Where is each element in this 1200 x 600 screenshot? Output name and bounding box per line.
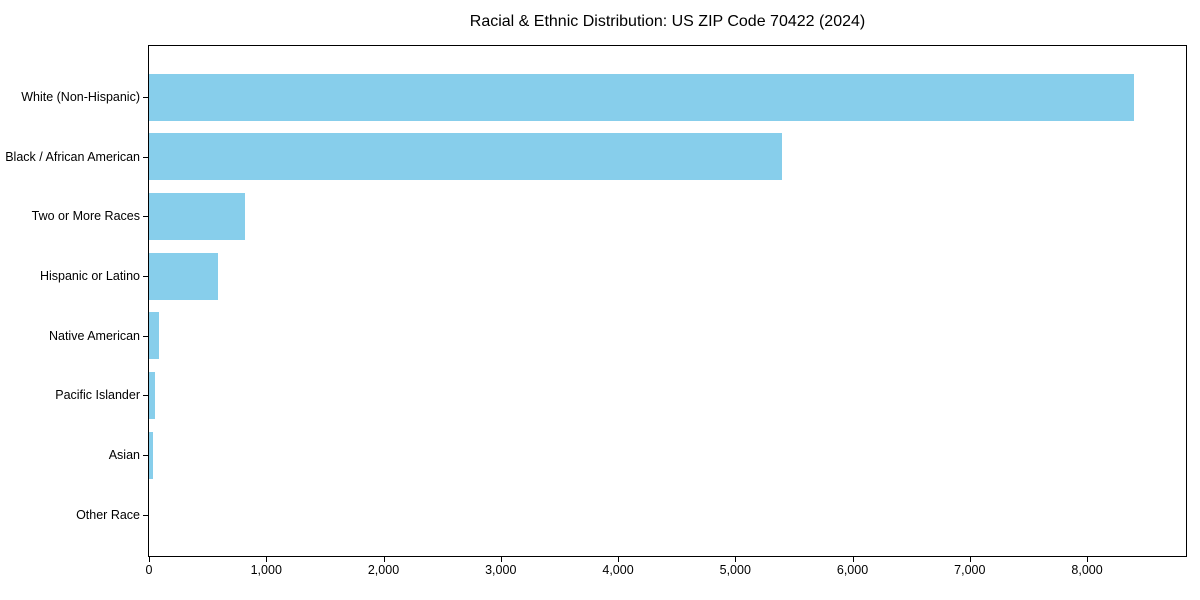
- y-axis-label: Native American: [48, 328, 140, 343]
- x-tick-mark: [969, 557, 971, 562]
- x-tick-mark: [1087, 557, 1089, 562]
- bar: [149, 371, 155, 419]
- x-axis-label: 7,000: [954, 563, 986, 577]
- bar: [149, 312, 159, 360]
- x-axis-label: 1,000: [250, 563, 282, 577]
- chart-title: Racial & Ethnic Distribution: US ZIP Cod…: [469, 13, 866, 30]
- bar: [149, 431, 153, 479]
- x-axis-label: 3,000: [485, 563, 517, 577]
- bar: [149, 192, 245, 240]
- y-tick-mark: [143, 335, 148, 337]
- x-tick-mark: [500, 557, 502, 562]
- y-tick-mark: [143, 276, 148, 277]
- x-axis-label: 4,000: [602, 563, 634, 577]
- y-tick-mark: [143, 216, 148, 218]
- y-tick-mark: [143, 156, 148, 158]
- plot-area: [148, 45, 1187, 557]
- y-tick-mark: [143, 97, 148, 98]
- bar: [149, 73, 1134, 121]
- bar: [149, 133, 782, 181]
- x-axis-label: 8,000: [1071, 563, 1103, 577]
- x-axis-label: 5,000: [719, 563, 751, 577]
- y-axis-label: Pacific Islander: [55, 388, 140, 403]
- x-axis-label: 0: [145, 563, 153, 577]
- y-axis-label: Two or More Races: [31, 209, 140, 224]
- y-tick-mark: [143, 395, 148, 397]
- x-axis-label: 2,000: [367, 563, 400, 577]
- x-tick-mark: [149, 557, 150, 562]
- x-tick-mark: [735, 557, 737, 562]
- y-tick-mark: [143, 455, 148, 457]
- y-axis-label: Hispanic or Latino: [39, 269, 140, 283]
- x-tick-mark: [266, 557, 268, 562]
- y-axis-label: White (Non-Hispanic): [21, 90, 140, 104]
- x-tick-mark: [618, 557, 620, 562]
- x-axis-label: 6,000: [836, 563, 869, 577]
- x-tick-mark: [852, 557, 854, 562]
- y-axis-label: Other Race: [76, 507, 140, 522]
- y-axis-label: Asian: [108, 448, 140, 463]
- x-tick-mark: [383, 557, 385, 562]
- y-axis-label: Black / African American: [5, 149, 140, 164]
- bar: [149, 252, 218, 300]
- y-tick-mark: [143, 514, 148, 516]
